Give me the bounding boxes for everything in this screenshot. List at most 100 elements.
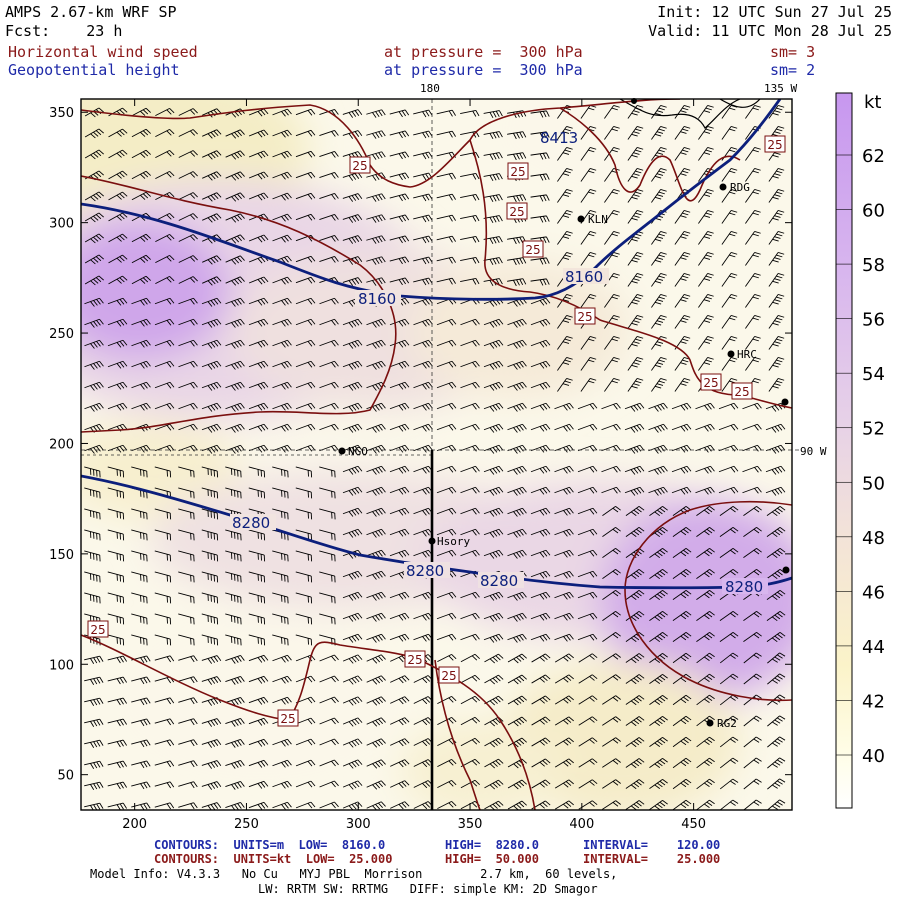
wind-barb: [248, 759, 269, 768]
wind-barb: [436, 402, 457, 410]
wind-barb: [248, 234, 269, 243]
wind-barb: [131, 402, 151, 411]
wind-barb: [436, 549, 457, 557]
wind-barb: [671, 444, 692, 453]
wind-barb: [483, 257, 503, 266]
coastline: [619, 99, 761, 129]
wind-barb: [554, 507, 574, 516]
wind-barb: [625, 527, 645, 538]
wind-barb: [272, 571, 289, 583]
wind-barb: [719, 778, 739, 790]
wind-barb: [436, 235, 456, 243]
wind-barb: [766, 506, 786, 517]
label-bg: [478, 572, 524, 588]
wind-barb: [698, 273, 714, 287]
wind-barb: [107, 360, 128, 369]
wind-barb: [84, 128, 104, 139]
wind-barb: [768, 189, 785, 203]
wind-barb: [460, 486, 480, 494]
wind-barb: [767, 799, 786, 810]
wind-barb: [580, 231, 597, 245]
wind-barb: [604, 126, 620, 140]
wind-barb: [272, 402, 292, 411]
wind-barb: [84, 360, 104, 370]
wind-barb: [178, 802, 198, 810]
wind-barb: [225, 192, 245, 202]
wind-barb: [767, 736, 786, 748]
wind-barb: [577, 612, 598, 620]
wind-barb: [507, 152, 527, 161]
wind-barb: [225, 739, 245, 748]
wind-barb: [580, 378, 597, 392]
wind-barb: [554, 758, 574, 768]
wind-barb: [178, 129, 198, 137]
speed-label: 25: [764, 135, 786, 153]
wind-barb: [107, 781, 128, 790]
wind-barb: [602, 506, 621, 516]
wind-barb: [272, 339, 292, 348]
wind-barb: [107, 676, 128, 685]
colorbar-tick-label: 56: [862, 310, 885, 331]
wind-barb: [742, 465, 762, 473]
wind-barb: [295, 402, 316, 410]
wind-barb: [674, 210, 691, 224]
wind-barb: [436, 612, 457, 620]
wind-barb: [577, 423, 598, 431]
wind-barb: [366, 717, 386, 727]
wind-barb: [602, 569, 621, 579]
wind-barb: [507, 194, 527, 203]
wind-barb: [366, 193, 386, 202]
wind-barb: [154, 339, 175, 347]
colorbar-tick-label: 40: [862, 746, 885, 767]
wind-barb: [108, 128, 128, 138]
wind-barb: [672, 632, 692, 642]
wind-barb: [766, 527, 786, 538]
wind-barb: [695, 423, 715, 432]
wind-barb: [627, 189, 644, 203]
wind-barb: [201, 676, 222, 685]
wind-barb: [108, 191, 128, 201]
wind-barb: [698, 315, 714, 329]
wind-barb: [131, 781, 151, 790]
wind-barb: [154, 655, 175, 663]
wind-barb: [201, 529, 219, 541]
wind-barb: [178, 108, 198, 116]
wind-barb: [460, 695, 480, 705]
wind-barb: [272, 592, 289, 604]
wind-barb: [248, 529, 266, 541]
wind-barb: [389, 381, 410, 390]
wind-barb: [342, 277, 363, 286]
wind-barb: [768, 105, 785, 119]
wind-barb: [201, 339, 222, 349]
wind-barb: [557, 336, 573, 350]
wind-barb: [483, 360, 504, 370]
wind-barb: [602, 653, 621, 663]
wind-barb: [201, 634, 219, 646]
wind-barb: [319, 172, 339, 179]
wind-barb: [651, 315, 667, 329]
footer-physics-info: LW: RRTM SW: RRTMG DIFF: simple KM: 2D S…: [258, 882, 598, 896]
wind-barb: [131, 550, 148, 562]
wind-barb: [507, 486, 527, 496]
speed-label: 25: [574, 307, 596, 325]
wind-barb: [390, 801, 410, 810]
wind-barb: [531, 758, 551, 768]
wind-barb: [625, 779, 645, 790]
wind-barb: [295, 801, 316, 809]
wind-barb: [178, 360, 198, 368]
wind-barb: [745, 336, 761, 350]
wind-barb: [131, 254, 151, 264]
colorbar-tick-label: 46: [862, 582, 885, 603]
wind-barb: [437, 779, 457, 789]
wind-barb: [696, 548, 715, 558]
wind-barb: [767, 673, 786, 685]
wind-barb: [202, 213, 222, 223]
wind-barb: [557, 210, 573, 224]
wind-barb: [272, 466, 289, 478]
wind-barb: [107, 487, 125, 499]
wind-barb: [154, 634, 172, 646]
wind-barb: [554, 779, 574, 789]
wind-barb: [389, 486, 410, 495]
wind-barb: [272, 738, 292, 747]
wind-barb: [530, 278, 550, 286]
